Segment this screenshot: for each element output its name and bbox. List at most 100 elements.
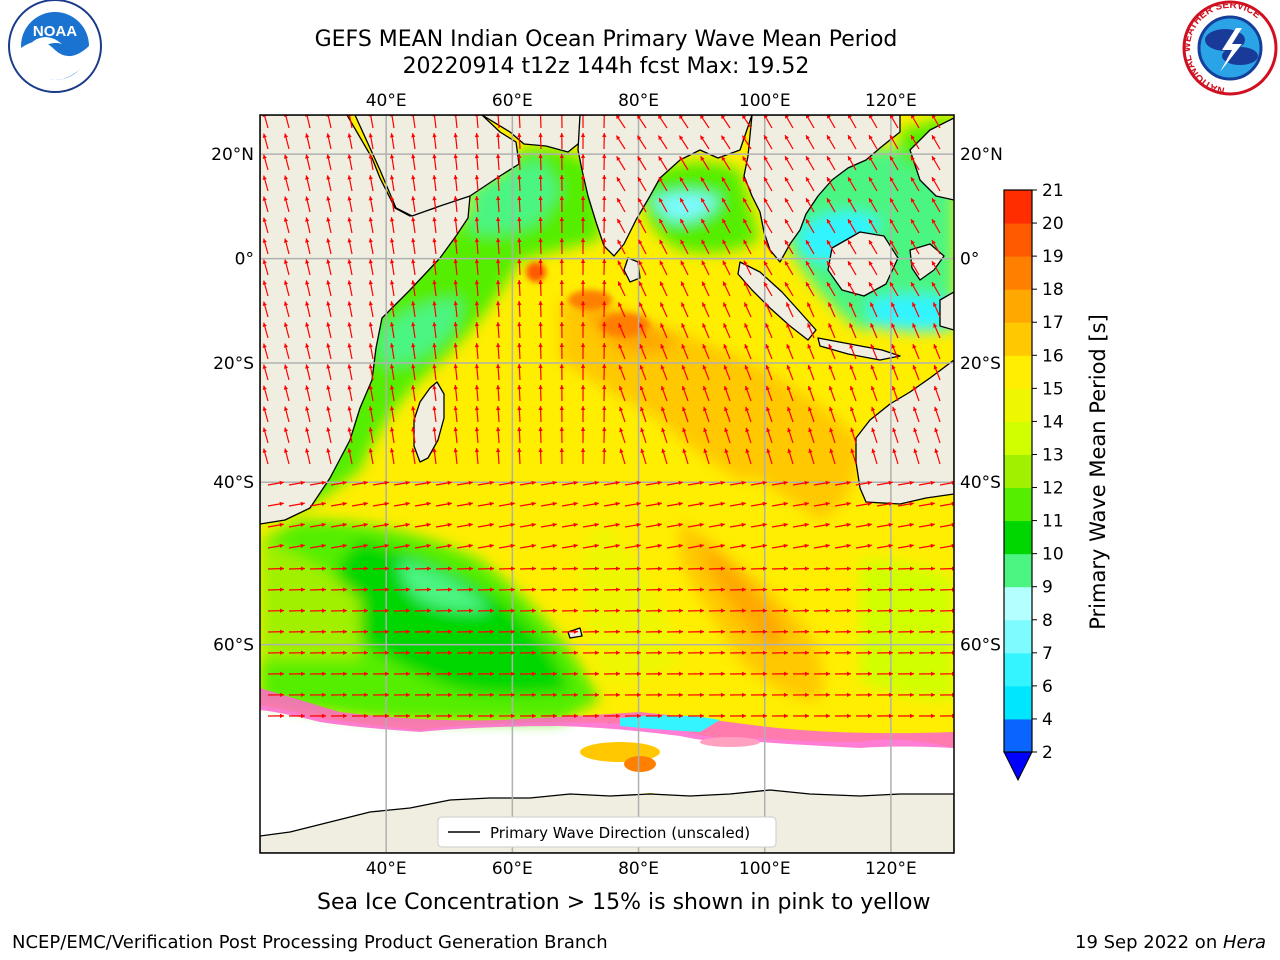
wave-arrow xyxy=(389,406,395,423)
wave-arrow xyxy=(792,501,809,507)
wave-arrow xyxy=(453,427,458,444)
wave-arrow xyxy=(561,522,578,528)
wave-arrow xyxy=(868,176,878,192)
wave-arrow xyxy=(847,155,857,171)
wave-arrow xyxy=(745,427,752,444)
wave-arrow xyxy=(750,543,767,549)
wave-arrow xyxy=(855,650,873,655)
wave-arrow xyxy=(637,176,647,192)
lon-tick-label-bottom: 40°E xyxy=(366,859,407,879)
wave-arrow xyxy=(498,692,516,698)
wave-arrow xyxy=(722,239,731,255)
wave-arrow xyxy=(687,713,705,719)
wave-arrow xyxy=(519,543,536,549)
wave-arrow xyxy=(792,713,810,719)
wave-arrow xyxy=(288,608,306,613)
wave-arrow xyxy=(603,522,620,528)
wave-arrow xyxy=(389,364,395,381)
wave-arrow xyxy=(559,405,564,423)
wave-arrow xyxy=(267,629,285,634)
lat-tick-label-right: 0° xyxy=(960,250,979,270)
wave-arrow xyxy=(283,301,290,318)
wave-arrow xyxy=(474,154,480,171)
wave-arrow xyxy=(347,175,353,192)
map-title: GEFS MEAN Indian Ocean Primary Wave Mean… xyxy=(314,27,898,52)
wave-arrow xyxy=(561,671,579,676)
wave-arrow xyxy=(305,406,311,423)
wave-arrow xyxy=(517,384,522,402)
wave-arrow xyxy=(603,501,620,507)
wave-arrow xyxy=(931,197,941,213)
wave-arrow xyxy=(411,259,416,276)
wave-arrow xyxy=(602,426,607,444)
wave-arrow xyxy=(721,156,731,171)
wave-arrow xyxy=(368,175,374,192)
wave-arrow xyxy=(432,427,437,444)
wave-arrow xyxy=(474,301,480,318)
wave-arrow xyxy=(456,608,474,613)
wave-arrow xyxy=(305,259,311,276)
wave-arrow xyxy=(805,134,815,150)
wave-arrow xyxy=(682,427,689,444)
wave-arrow xyxy=(540,650,558,655)
wave-arrow xyxy=(477,587,495,592)
wave-arrow xyxy=(393,713,411,719)
wave-arrow xyxy=(538,153,543,171)
wave-arrow xyxy=(931,218,941,234)
wave-arrow xyxy=(309,713,327,719)
wave-arrow xyxy=(931,281,941,297)
wave-arrow xyxy=(602,153,607,171)
wave-arrow xyxy=(934,427,941,444)
wave-arrow xyxy=(913,448,920,465)
wave-arrow xyxy=(288,650,306,655)
wave-arrow xyxy=(855,713,873,719)
wave-arrow xyxy=(666,608,684,613)
wave-arrow xyxy=(829,448,836,465)
wave-arrow xyxy=(283,322,290,339)
wave-arrow xyxy=(309,543,326,549)
wave-arrow xyxy=(750,629,768,634)
wave-arrow xyxy=(657,115,668,129)
wave-arrow xyxy=(432,133,437,150)
wave-arrow xyxy=(456,650,474,655)
landmasses xyxy=(260,115,954,853)
wave-arrow xyxy=(540,522,557,528)
colorbar-segment xyxy=(1004,289,1032,323)
wave-arrow xyxy=(498,587,516,592)
wave-arrow xyxy=(580,426,586,444)
wave-arrow xyxy=(703,406,710,423)
wave-arrow xyxy=(787,406,794,423)
wave-arrow xyxy=(474,238,480,255)
colorbar-segment xyxy=(1004,223,1032,257)
wave-arrow xyxy=(519,522,536,528)
colorbar-tick-label: 18 xyxy=(1042,280,1064,300)
wave-arrow xyxy=(456,692,474,698)
wave-arrow xyxy=(347,343,353,360)
wave-arrow xyxy=(618,343,626,360)
colorbar-tick-label: 13 xyxy=(1042,445,1064,465)
wave-arrow xyxy=(372,608,390,613)
colorbar-tick-label: 16 xyxy=(1042,346,1064,366)
wave-arrow xyxy=(680,239,689,255)
wave-arrow xyxy=(477,566,495,571)
wave-arrow xyxy=(771,671,789,676)
wave-arrow xyxy=(805,155,815,171)
wave-arrow xyxy=(700,218,710,234)
wave-arrow xyxy=(618,364,626,381)
wave-arrow xyxy=(897,629,915,634)
wave-arrow xyxy=(305,364,311,381)
wave-arrow xyxy=(645,650,663,655)
wave-arrow xyxy=(638,260,647,276)
wave-arrow xyxy=(602,216,607,234)
wave-arrow xyxy=(847,218,857,234)
wave-arrow xyxy=(389,238,395,255)
wave-arrow xyxy=(750,713,768,719)
wave-arrow xyxy=(517,258,522,276)
wave-arrow xyxy=(703,448,710,465)
wave-arrow xyxy=(372,629,390,634)
wave-arrow xyxy=(785,302,794,318)
wave-arrow xyxy=(639,364,647,381)
wave-arrow xyxy=(561,543,578,549)
wave-arrow xyxy=(517,174,522,192)
wave-arrow xyxy=(918,692,936,698)
